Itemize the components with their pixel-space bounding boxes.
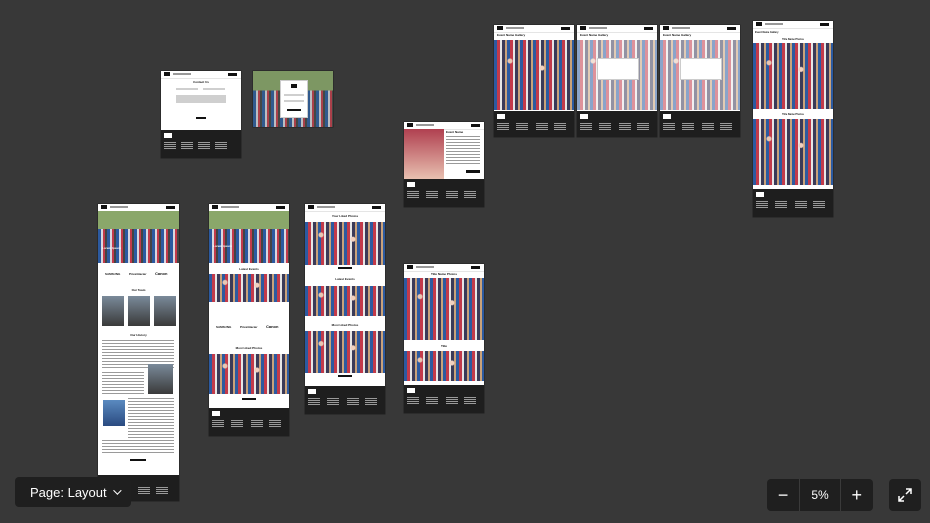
cta-button xyxy=(242,398,256,400)
frame-nav xyxy=(494,25,574,33)
event-button xyxy=(466,170,480,173)
brand-logo: Canon xyxy=(266,324,279,329)
zoom-out-button[interactable]: − xyxy=(767,479,799,511)
latest-events-heading: Latest Events xyxy=(239,267,259,271)
history-text xyxy=(102,372,144,394)
cta-button xyxy=(130,459,146,461)
frame-nav xyxy=(305,204,385,212)
frame-nav xyxy=(404,264,484,272)
contact-heading: Contact Us xyxy=(193,80,209,84)
frame-nav xyxy=(660,25,740,33)
view-button xyxy=(338,267,352,269)
photo-grid xyxy=(404,351,484,381)
frame-footer xyxy=(209,408,289,436)
liked-heading: Your Liked Photos xyxy=(331,214,359,218)
photo-grid xyxy=(494,40,574,110)
event-photo xyxy=(404,129,444,179)
form-field xyxy=(176,88,198,90)
frame-login-modal[interactable] xyxy=(253,71,333,127)
expand-icon xyxy=(898,488,912,502)
hero-title: Lorem Ipsum xyxy=(102,246,121,250)
most-liked-heading: Most Liked Photos xyxy=(331,323,359,327)
frame-landing[interactable]: Lorem ipsum Latest Events SAMSUNG PriceG… xyxy=(209,204,289,436)
frame-gallery[interactable]: Event Name Gallery xyxy=(494,25,574,137)
photo-grid xyxy=(305,286,385,316)
events-heading: Latest Events xyxy=(335,277,355,281)
form-field xyxy=(176,95,226,103)
minus-icon: − xyxy=(777,484,789,505)
event-details xyxy=(446,136,480,166)
liked-strip xyxy=(209,354,289,394)
frame-footer xyxy=(404,179,484,207)
frame-home[interactable]: Lorem Ipsum SAMSUNG PriceGlacier Canon O… xyxy=(98,204,179,501)
fullscreen-button[interactable] xyxy=(889,479,921,511)
brand-logo: SAMSUNG xyxy=(105,272,121,276)
photo-grid xyxy=(305,331,385,373)
frame-footer xyxy=(753,189,833,217)
photo-grid xyxy=(305,222,385,265)
history-text xyxy=(128,398,174,438)
frame-liked-photos[interactable]: Your Liked Photos Latest Events Most Lik… xyxy=(305,204,385,414)
hero-image xyxy=(98,211,179,263)
hero-image xyxy=(209,211,289,263)
title-heading: Title xyxy=(440,344,448,348)
chevron-down-icon xyxy=(112,486,122,495)
frame-gallery-tall[interactable]: Event Name Gallery Title Name Photos Tit… xyxy=(753,21,833,217)
frame-footer xyxy=(577,111,657,137)
submit-button xyxy=(196,117,206,119)
history-heading: Our History xyxy=(130,333,147,337)
gallery-modal xyxy=(680,58,722,80)
frame-nav xyxy=(577,25,657,33)
gallery-heading: Event Name Gallery xyxy=(580,33,609,37)
title-photos-heading: Title Name Photos xyxy=(782,38,804,41)
frame-footer xyxy=(404,385,484,413)
plus-icon: + xyxy=(851,484,863,505)
frame-nav xyxy=(161,71,241,79)
gallery-heading: Event Name Gallery xyxy=(497,33,526,37)
frame-footer xyxy=(660,111,740,137)
gallery-heading: Event Name Gallery xyxy=(755,31,779,34)
zoom-in-button[interactable]: + xyxy=(841,479,873,511)
frame-gallery-modal[interactable]: Event Name Gallery xyxy=(577,25,657,137)
team-heading: Our Team xyxy=(131,288,146,292)
title-photos-heading: Title Name Photos xyxy=(430,272,458,276)
liked-heading: Most Liked Photos xyxy=(235,346,263,350)
page-selector-button[interactable]: Page: Layout xyxy=(15,477,131,507)
zoom-level: 5% xyxy=(799,479,841,511)
events-strip xyxy=(209,274,289,302)
zoom-control: − 5% + xyxy=(767,479,873,511)
team-photo xyxy=(102,296,124,326)
history-photo xyxy=(148,364,173,394)
form-field xyxy=(203,88,225,90)
brand-logo: SAMSUNG xyxy=(216,325,232,329)
brand-logo: Canon xyxy=(155,271,168,276)
gallery-modal xyxy=(597,58,639,80)
team-photo xyxy=(154,296,176,326)
frame-nav xyxy=(404,122,484,130)
hero-title: Lorem ipsum xyxy=(213,244,232,248)
history-text xyxy=(102,440,174,454)
history-photo xyxy=(103,400,125,426)
brand-logo: PriceGlacier xyxy=(240,325,258,329)
page-selector-label: Page: Layout xyxy=(30,484,107,500)
frame-footer xyxy=(305,386,385,414)
login-modal xyxy=(280,80,308,118)
frame-footer xyxy=(494,111,574,137)
frame-title-photos[interactable]: Title Name Photos Title xyxy=(404,264,484,413)
frame-contact[interactable]: Contact Us xyxy=(161,71,241,158)
team-photo xyxy=(128,296,150,326)
frame-footer xyxy=(161,130,241,158)
photo-grid xyxy=(753,119,833,185)
frame-gallery-modal[interactable]: Event Name Gallery xyxy=(660,25,740,137)
photo-grid xyxy=(753,43,833,109)
brand-logo: PriceGlacier xyxy=(129,272,147,276)
title-photos-heading: Title Name Photos xyxy=(782,113,804,116)
gallery-heading: Event Name Gallery xyxy=(663,33,692,37)
frame-nav xyxy=(753,21,833,29)
photo-grid xyxy=(404,278,484,340)
frame-event[interactable]: Event Name xyxy=(404,122,484,207)
event-heading: Event Name xyxy=(446,130,464,134)
view-button xyxy=(338,375,352,377)
